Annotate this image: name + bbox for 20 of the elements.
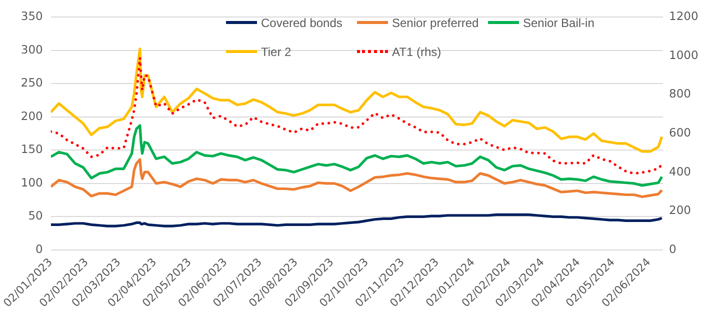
legend-label: Covered bonds <box>261 16 342 30</box>
y-tick-label: 50 <box>28 208 43 223</box>
legend-label: Tier 2 <box>261 44 292 58</box>
y-tick-label: 0 <box>36 242 43 256</box>
y2-tick-label: 200 <box>669 203 691 218</box>
y-tick-label: 150 <box>20 142 43 156</box>
legend-label: Senior Bail-in <box>523 16 594 30</box>
y-tick-label: 350 <box>20 8 43 23</box>
y2-tick-label: 0 <box>669 242 676 256</box>
y-tick-label: 200 <box>20 108 43 123</box>
legend-label: AT1 (rhs) <box>392 44 442 58</box>
y2-tick-label: 1200 <box>669 8 698 23</box>
y2-tick-label: 600 <box>669 125 691 140</box>
y-tick-label: 250 <box>20 76 43 90</box>
y2-tick-label: 400 <box>669 164 691 178</box>
y2-tick-label: 800 <box>669 86 691 101</box>
y-tick-label: 300 <box>20 42 43 56</box>
y2-tick-label: 1000 <box>669 48 698 62</box>
legend-label: Senior preferred <box>392 16 479 30</box>
y-tick-label: 100 <box>20 175 43 190</box>
